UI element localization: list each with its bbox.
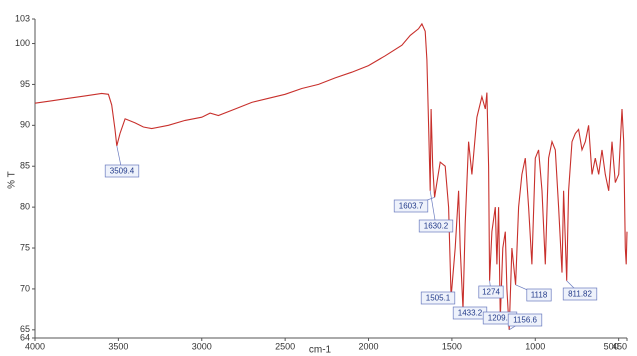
peak-label: 1209.6 (488, 314, 513, 323)
peak-annotation: 1630.2 (418, 190, 454, 233)
peak-label: 1603.7 (399, 202, 424, 211)
label-box (526, 288, 552, 302)
label-box (393, 199, 429, 213)
y-tick-label: 70 (20, 283, 30, 293)
y-tick-label: 75 (20, 242, 30, 252)
y-tick-label: 103 (15, 13, 30, 23)
x-tick-label: 2000 (359, 341, 379, 351)
y-tick-label: 85 (20, 161, 30, 171)
label-box (104, 164, 140, 178)
y-tick-label: 80 (20, 202, 30, 212)
peak-label: 1274 (482, 288, 500, 297)
x-tick-label: 2500 (275, 341, 295, 351)
peak-annotation: 1118 (515, 284, 552, 302)
x-tick-label: 1500 (442, 341, 462, 351)
spectrum-line (34, 22, 628, 330)
peak-annotation: 1156.6 (507, 313, 543, 331)
peak-label: 1433.2 (458, 309, 483, 318)
peak-annotation: 1274 (478, 280, 504, 299)
label-box (478, 285, 504, 299)
y-tick-label: 95 (20, 79, 30, 89)
peak-annotation: 1505.1 (420, 291, 456, 305)
x-tick-label: 3500 (108, 341, 128, 351)
y-axis-label: % T (7, 171, 18, 189)
y-tick-label: 90 (20, 120, 30, 130)
x-tick-label: 4000 (25, 341, 45, 351)
y-tick-label: 64 (20, 332, 30, 342)
peak-label: 1156.6 (513, 316, 537, 325)
x-tick-label: 450 (612, 341, 627, 351)
peak-annotation: 811.82 (562, 280, 598, 301)
peak-label: 1505.1 (426, 294, 451, 303)
x-tick-label: 3000 (192, 341, 212, 351)
x-tick-label: 500 (604, 341, 619, 351)
label-box (420, 291, 456, 305)
peak-annotation: 1603.7 (393, 196, 435, 213)
peak-annotation: 3509.4 (104, 145, 140, 178)
peak-label: 1630.2 (424, 222, 449, 231)
peak-label: 1118 (531, 291, 548, 300)
label-box (418, 219, 454, 233)
peak-label: 811.82 (568, 290, 592, 299)
peak-annotation: 1433.2 (452, 306, 488, 320)
label-box (562, 287, 598, 301)
peak-label: 3509.4 (110, 167, 135, 176)
x-tick-label: 1000 (525, 341, 545, 351)
y-tick-label: 65 (20, 324, 30, 334)
y-tick-label: 100 (15, 38, 30, 48)
x-axis-label: cm-1 (309, 345, 332, 356)
label-box (507, 313, 543, 327)
